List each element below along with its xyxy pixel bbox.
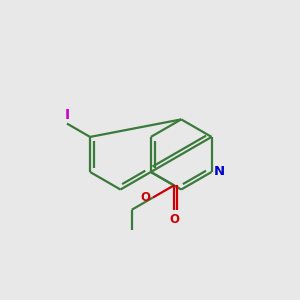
Text: I: I	[64, 108, 70, 122]
Text: O: O	[140, 191, 150, 204]
Text: O: O	[169, 213, 179, 226]
Text: N: N	[214, 166, 225, 178]
